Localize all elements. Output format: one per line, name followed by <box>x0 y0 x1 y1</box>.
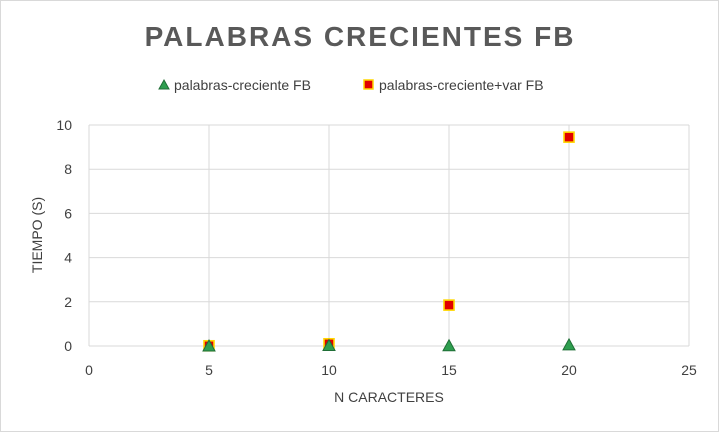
y-tick-label: 0 <box>64 338 72 354</box>
y-tick-label: 4 <box>64 250 72 266</box>
data-points <box>202 131 576 352</box>
y-axis-label: TIEMPO (S) <box>29 197 45 273</box>
legend: palabras-creciente FB palabras-creciente… <box>158 77 544 93</box>
chart-title: PALABRAS CRECIENTES FB <box>145 21 576 52</box>
x-tick-label: 15 <box>441 362 457 378</box>
legend-label-series-2: palabras-creciente+var FB <box>379 77 544 93</box>
y-tick-label: 10 <box>56 117 72 133</box>
legend-label-series-1: palabras-creciente FB <box>174 77 311 93</box>
gridlines <box>88 124 690 347</box>
data-point-square <box>443 299 455 311</box>
x-tick-labels: 0 5 10 15 20 25 <box>85 362 697 378</box>
x-tick-label: 5 <box>205 362 213 378</box>
y-tick-label: 6 <box>64 205 72 221</box>
y-tick-labels: 0 2 4 6 8 10 <box>56 117 72 354</box>
legend-marker-triangle <box>158 78 170 90</box>
legend-marker-square <box>363 79 374 90</box>
x-tick-label: 25 <box>681 362 697 378</box>
x-axis-label: N CARACTERES <box>334 389 444 405</box>
x-tick-label: 0 <box>85 362 93 378</box>
x-tick-label: 20 <box>561 362 577 378</box>
data-point-triangle <box>442 338 456 352</box>
x-tick-label: 10 <box>321 362 337 378</box>
y-tick-label: 8 <box>64 161 72 177</box>
data-point-square <box>563 131 575 143</box>
data-point-triangle <box>322 338 336 352</box>
y-tick-label: 2 <box>64 294 72 310</box>
data-point-triangle <box>202 338 216 352</box>
data-point-triangle <box>562 337 576 351</box>
